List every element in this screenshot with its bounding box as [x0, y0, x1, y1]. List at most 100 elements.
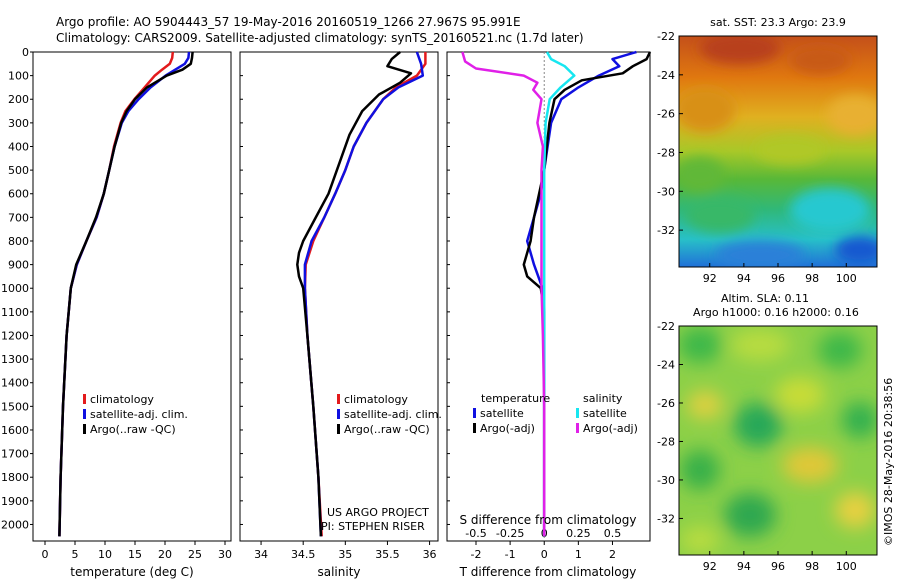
x-tick-label: 35: [338, 548, 352, 561]
x-tick-label: 0: [541, 548, 548, 561]
map-x-tick-label: 96: [771, 272, 785, 285]
x-tick-label: 20: [158, 548, 172, 561]
legend-label: climatology: [344, 393, 408, 406]
map-y-tick-label: -24: [657, 69, 675, 82]
temperature-panel: 0 5 10 15 20 25 300100200300400500600700800900…: [1, 46, 232, 561]
legend-label: Argo(-adj): [583, 422, 638, 435]
header-title-line2: Climatology: CARS2009. Satellite-adjuste…: [56, 31, 584, 45]
legend-swatch: [83, 424, 86, 434]
legend-label: Argo(..raw -QC): [90, 423, 176, 436]
x-tick-label: 1: [575, 548, 582, 561]
legend-swatch: [576, 408, 579, 418]
sla-map-title-line2: Argo h1000: 0.16 h2000: 0.16: [693, 306, 859, 319]
legend-swatch: [473, 408, 476, 418]
x-tick-label: 35.5: [375, 548, 400, 561]
pi-annotation: PI: STEPHEN RISER: [321, 520, 425, 533]
legend-swatch: [473, 423, 476, 433]
x-tick-label: 15: [128, 548, 142, 561]
legend-label: satellite-adj. clim.: [90, 408, 188, 421]
x2-tick-label: 0.25: [566, 527, 591, 540]
y-tick-label: 1100: [1, 306, 29, 319]
x-tick-label: 5: [72, 548, 79, 561]
map-y-tick-label: -32: [657, 512, 675, 525]
legend-header-salinity: salinity: [583, 392, 623, 405]
y-tick-label: 0: [22, 46, 29, 59]
salinity-panel-frame: [239, 51, 439, 542]
x2-tick-label: -0.5: [465, 527, 486, 540]
legend-label: satellite: [480, 407, 524, 420]
map-y-tick-label: -22: [657, 30, 675, 43]
y-tick-label: 200: [8, 93, 29, 106]
map-x-tick-label: 94: [737, 560, 751, 573]
map-y-tick-label: -24: [657, 358, 675, 371]
y-tick-label: 1500: [1, 400, 29, 413]
y-tick-label: 100: [8, 70, 29, 83]
map-y-tick-label: -22: [657, 320, 675, 333]
series-line-climatology: [58, 51, 175, 537]
series-line-argo-adj: [461, 51, 546, 537]
y-tick-label: 500: [8, 164, 29, 177]
difference-panel-frame: [446, 51, 651, 542]
legend-swatch: [337, 424, 340, 434]
x-tick-label: -1: [505, 548, 516, 561]
series-line-satellite: [542, 51, 576, 537]
legend-header-temperature: temperature: [481, 392, 550, 405]
series-line-satellite-adj-clim: [303, 51, 425, 537]
difference-panel: -2-1012-0.5-0.2500.250.5temperaturesalin…: [447, 50, 652, 561]
legend-swatch: [83, 394, 86, 404]
map-y-tick-label: -30: [657, 185, 675, 198]
y-tick-label: 300: [8, 117, 29, 130]
legend-label: satellite-adj. clim.: [344, 408, 442, 421]
map-x-tick-label: 98: [805, 560, 819, 573]
x-tick-label: -2: [471, 548, 482, 561]
y-tick-label: 1400: [1, 377, 29, 390]
project-annotation: US ARGO PROJECT: [327, 506, 429, 519]
sla-map-axes: 92 94 96 98 100 -22 -24 -26 -28 -30 -32: [657, 320, 857, 573]
y-tick-label: 1700: [1, 448, 29, 461]
map-y-tick-label: -26: [657, 108, 675, 121]
x-tick-label: 30: [218, 548, 232, 561]
salinity-x-label: salinity: [317, 565, 360, 579]
map-x-tick-label: 100: [836, 560, 857, 573]
series-line-satellite-adj-clim: [58, 51, 191, 537]
temperature-x-label: temperature (deg C): [70, 565, 193, 579]
legend-swatch: [337, 409, 340, 419]
series-line-argo-raw-qc: [296, 51, 413, 537]
y-tick-label: 900: [8, 259, 29, 272]
x-tick-label: 10: [98, 548, 112, 561]
legend-swatch: [83, 409, 86, 419]
legend-label: climatology: [90, 393, 154, 406]
x2-tick-label: 0.5: [604, 527, 622, 540]
y-tick-label: 600: [8, 188, 29, 201]
difference-x2-label: S difference from climatology: [460, 513, 637, 527]
temperature-panel-frame: [32, 51, 232, 542]
imos-credit: ©IMOS 28-May-2016 20:38:56: [882, 378, 895, 546]
map-x-tick-label: 92: [703, 560, 717, 573]
map-y-tick-label: -26: [657, 397, 675, 410]
x-tick-label: 25: [188, 548, 202, 561]
x2-tick-label: -0.25: [496, 527, 524, 540]
sla-map: [679, 326, 877, 555]
salinity-panel: 34 34.5 35 35.5 36 climatology satellite-adj. …: [240, 51, 442, 561]
map-y-tick-label: -30: [657, 474, 675, 487]
x-tick-label: 2: [609, 548, 616, 561]
y-tick-label: 1600: [1, 424, 29, 437]
sst-map-title: sat. SST: 23.3 Argo: 23.9: [710, 16, 846, 29]
legend-swatch: [576, 423, 579, 433]
legend-label: satellite: [583, 407, 627, 420]
series-line-argo-raw-qc: [58, 51, 194, 537]
map-x-tick-label: 98: [805, 272, 819, 285]
legend-label: Argo(-adj): [480, 422, 535, 435]
y-tick-label: 1000: [1, 282, 29, 295]
difference-x-label: T difference from climatology: [459, 565, 637, 579]
map-y-tick-label: -28: [657, 146, 675, 159]
x-tick-label: 0: [42, 548, 49, 561]
sst-map: [679, 36, 877, 267]
map-x-tick-label: 94: [737, 272, 751, 285]
legend-label: Argo(..raw -QC): [344, 423, 430, 436]
y-tick-label: 1200: [1, 329, 29, 342]
x-tick-label: 34: [254, 548, 268, 561]
y-tick-label: 800: [8, 235, 29, 248]
y-tick-label: 2000: [1, 518, 29, 531]
